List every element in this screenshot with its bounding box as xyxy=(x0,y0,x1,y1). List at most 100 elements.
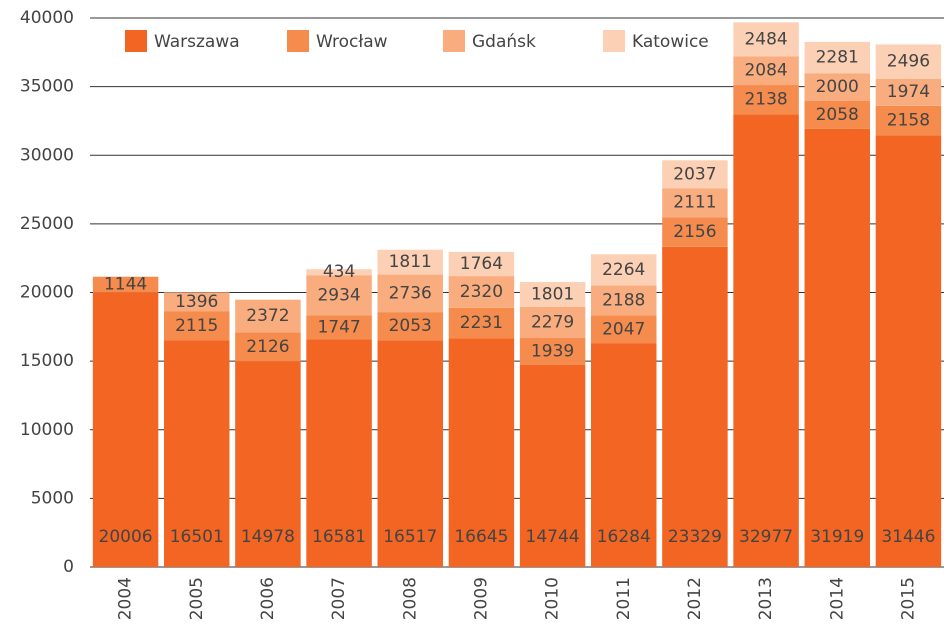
x-tick-label: 2014 xyxy=(827,577,847,620)
legend-label: Wrocław xyxy=(316,32,388,52)
x-tick-label: 2004 xyxy=(116,577,136,620)
y-tick-label: 30000 xyxy=(20,145,74,165)
x-tick-label: 2008 xyxy=(400,577,420,620)
bar-segment xyxy=(377,274,443,313)
y-tick-label: 15000 xyxy=(20,351,74,371)
value-label: 16284 xyxy=(597,527,651,547)
value-label: 2496 xyxy=(887,52,930,72)
x-tick-label: 2015 xyxy=(898,577,918,620)
bar-segment xyxy=(733,85,799,115)
bar-segment xyxy=(377,340,443,567)
value-label: 16645 xyxy=(454,527,508,547)
bar-segment xyxy=(448,276,515,308)
bar-segment xyxy=(875,105,942,136)
x-tick-label: 2012 xyxy=(685,577,705,620)
legend-swatch xyxy=(443,30,465,52)
value-label: 31919 xyxy=(810,527,864,547)
bar-segment xyxy=(448,338,515,567)
value-label: 2484 xyxy=(744,29,787,49)
value-label: 2047 xyxy=(602,319,645,339)
x-tick-label: 2009 xyxy=(471,577,491,620)
bar-segment xyxy=(519,282,586,307)
value-label: 16517 xyxy=(383,527,437,547)
value-label: 20006 xyxy=(99,527,153,547)
legend-swatch xyxy=(125,30,147,52)
bar-segment xyxy=(804,73,870,101)
bar-segment xyxy=(591,343,657,567)
bar-segment xyxy=(733,114,799,567)
bar-segment xyxy=(164,340,230,567)
bar-segment xyxy=(662,246,728,567)
x-tick-label: 2007 xyxy=(329,577,349,620)
bar-segment xyxy=(164,311,230,341)
bar-segment xyxy=(448,251,515,277)
value-label: 434 xyxy=(323,262,355,282)
value-label: 2084 xyxy=(744,61,787,81)
bar-segment xyxy=(662,188,728,218)
value-label: 2126 xyxy=(246,337,289,357)
bar-segment xyxy=(519,306,586,339)
y-tick-label: 20000 xyxy=(20,283,74,303)
y-tick-label: 35000 xyxy=(20,77,74,97)
bar-segment xyxy=(377,312,443,341)
value-label: 1144 xyxy=(104,275,147,295)
y-tick-label: 25000 xyxy=(20,214,74,234)
bar-segment xyxy=(875,135,942,567)
y-tick-label: 5000 xyxy=(31,488,74,508)
bar-segment xyxy=(235,299,301,333)
bar-segment xyxy=(733,56,799,86)
value-label: 2188 xyxy=(602,290,645,310)
legend-label: Warszawa xyxy=(154,32,240,52)
value-label: 1801 xyxy=(531,284,574,304)
value-label: 16501 xyxy=(170,527,224,547)
y-tick-label: 10000 xyxy=(20,420,74,440)
value-label: 2320 xyxy=(460,282,503,302)
bar-segment xyxy=(519,338,586,365)
bar-segment xyxy=(519,364,586,567)
value-label: 1811 xyxy=(389,252,432,272)
value-label: 2231 xyxy=(460,313,503,333)
value-label: 1764 xyxy=(460,254,503,274)
value-label: 2264 xyxy=(602,260,645,280)
bar-segment xyxy=(591,254,657,286)
value-label: 2934 xyxy=(317,285,360,305)
bar-segment xyxy=(92,292,159,567)
value-label: 1396 xyxy=(175,292,218,312)
value-label: 2037 xyxy=(673,164,716,184)
legend-label: Gdańsk xyxy=(472,32,536,52)
y-tick-label: 0 xyxy=(63,557,74,577)
x-tick-label: 2011 xyxy=(614,577,634,620)
bar-segment xyxy=(306,339,372,567)
value-label: 1747 xyxy=(317,317,360,337)
value-label: 2279 xyxy=(531,312,574,332)
bar-segment xyxy=(804,41,870,74)
value-label: 2281 xyxy=(816,48,859,68)
value-label: 23329 xyxy=(668,527,722,547)
bar-segment xyxy=(448,307,515,339)
value-label: 1939 xyxy=(531,341,574,361)
value-label: 2115 xyxy=(175,316,218,336)
legend-swatch xyxy=(603,30,625,52)
bar-segment xyxy=(306,315,372,340)
legend-swatch xyxy=(287,30,309,52)
value-label: 2111 xyxy=(673,193,716,213)
value-label: 2000 xyxy=(816,77,859,97)
bar-segment xyxy=(804,100,870,129)
bar-segment xyxy=(92,276,159,293)
bar-segment xyxy=(306,269,372,276)
value-label: 31446 xyxy=(881,527,935,547)
bar-segment xyxy=(662,160,728,189)
value-label: 14978 xyxy=(241,527,295,547)
bar-segment xyxy=(377,249,443,275)
y-tick-label: 40000 xyxy=(20,8,74,28)
bar-segment xyxy=(235,332,301,362)
value-label: 2053 xyxy=(389,316,432,336)
bar-segment xyxy=(804,128,870,567)
bar-segment xyxy=(662,217,728,247)
value-label: 2372 xyxy=(246,306,289,326)
value-label: 2158 xyxy=(887,111,930,131)
bar-segment xyxy=(875,78,942,106)
bar-segment xyxy=(235,361,301,567)
value-label: 1974 xyxy=(887,82,930,102)
